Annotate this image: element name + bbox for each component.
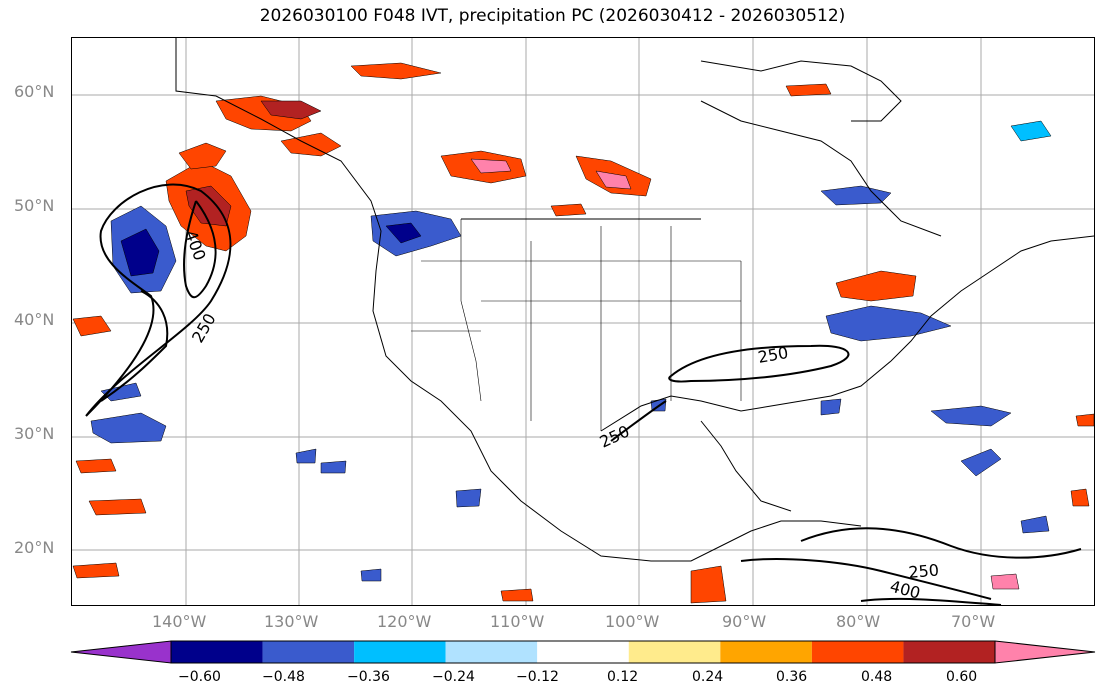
lon-label-120w: 120°W <box>377 612 432 631</box>
ivt-contours <box>85 183 1082 605</box>
colorbar <box>70 640 1096 664</box>
colorbar-cell <box>171 641 263 663</box>
lon-label-140w: 140°W <box>152 612 207 631</box>
colorbar-cell <box>811 641 904 663</box>
state-borders <box>411 219 742 431</box>
colorbar-cell <box>720 641 812 663</box>
lat-label-20: 20°N <box>14 538 55 557</box>
contour-label-250-d: 250 <box>908 560 940 582</box>
contour-label-250-c: 250 <box>597 421 633 451</box>
colorbar-cell <box>537 641 629 663</box>
colorbar-cell <box>354 641 446 663</box>
lon-label-90w: 90°W <box>722 612 767 631</box>
lat-label-40: 40°N <box>14 310 55 329</box>
contour-label-250-a: 250 <box>188 310 220 346</box>
colorbar-tick-label: −0.12 <box>516 669 559 685</box>
map-canvas: 400 250 250 250 250 400 <box>72 38 1094 605</box>
colorbar-tick-label: 0.48 <box>861 669 893 685</box>
contour-label-250-b: 250 <box>756 343 789 367</box>
colorbar-cell <box>445 641 538 663</box>
lat-label-60: 60°N <box>14 82 55 101</box>
map-panel: 400 250 250 250 250 400 <box>71 37 1095 606</box>
colorbar-cell <box>628 641 721 663</box>
lon-label-80w: 80°W <box>836 612 881 631</box>
contour-labels: 400 250 250 250 250 400 <box>181 228 940 603</box>
colorbar-tick-label: −0.48 <box>262 669 305 685</box>
lon-label-130w: 130°W <box>264 612 319 631</box>
lat-label-30: 30°N <box>14 424 55 443</box>
lon-label-110w: 110°W <box>490 612 545 631</box>
colorbar-cell <box>994 640 1096 664</box>
colorbar-tick-label: −0.36 <box>347 669 390 685</box>
map-title: 2026030100 F048 IVT, precipitation PC (2… <box>259 6 846 26</box>
lon-label-100w: 100°W <box>605 612 660 631</box>
colorbar-tick-label: −0.60 <box>178 669 221 685</box>
coastlines <box>175 38 1094 562</box>
lat-label-50: 50°N <box>14 196 55 215</box>
colorbar-cells <box>70 640 1096 664</box>
colorbar-outline <box>170 640 996 664</box>
colorbar-tick-label: 0.12 <box>607 669 639 685</box>
colorbar-tick-label: −0.24 <box>432 669 475 685</box>
colorbar-tick-label: 0.36 <box>776 669 808 685</box>
colorbar-cell <box>262 641 355 663</box>
lon-label-70w: 70°W <box>951 612 996 631</box>
colorbar-cell <box>70 640 172 664</box>
precip-positive-patches <box>72 62 1094 604</box>
colorbar-tick-label: 0.60 <box>946 669 978 685</box>
colorbar-cell <box>903 641 995 663</box>
precip-negative-patches <box>90 120 1052 582</box>
colorbar-tick-label: 0.24 <box>692 669 724 685</box>
